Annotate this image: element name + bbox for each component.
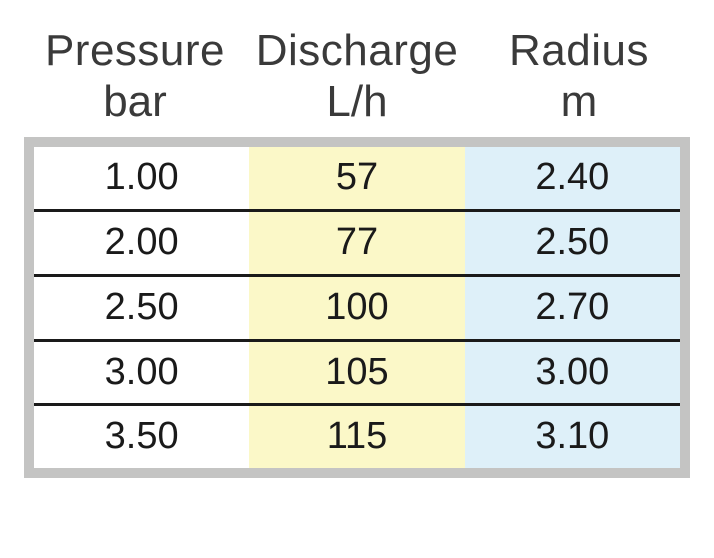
table-row: 3.50 115 3.10 [34, 403, 680, 468]
cell-radius: 3.10 [465, 406, 680, 468]
table-row: 1.00 57 2.40 [34, 147, 680, 209]
table-row: 2.00 77 2.50 [34, 209, 680, 274]
col-header-discharge: Discharge L/h [246, 20, 468, 137]
cell-discharge: 105 [249, 342, 464, 404]
table-row: 3.00 105 3.00 [34, 339, 680, 404]
cell-radius: 2.40 [465, 147, 680, 209]
cell-pressure: 2.00 [34, 212, 249, 274]
col-title-radius: Radius [468, 26, 690, 77]
cell-discharge: 77 [249, 212, 464, 274]
cell-discharge: 100 [249, 277, 464, 339]
cell-discharge: 115 [249, 406, 464, 468]
table-frame: 1.00 57 2.40 2.00 77 2.50 2.50 100 2.70 … [24, 137, 690, 478]
col-header-pressure: Pressure bar [24, 20, 246, 137]
cell-radius: 2.50 [465, 212, 680, 274]
col-title-pressure: Pressure [24, 26, 246, 77]
cell-radius: 2.70 [465, 277, 680, 339]
table-container: Pressure bar Discharge L/h Radius m 1.00… [0, 0, 714, 478]
col-unit-discharge: L/h [246, 77, 468, 128]
cell-pressure: 3.00 [34, 342, 249, 404]
col-unit-radius: m [468, 77, 690, 128]
col-unit-pressure: bar [24, 77, 246, 128]
cell-pressure: 2.50 [34, 277, 249, 339]
col-title-discharge: Discharge [246, 26, 468, 77]
cell-pressure: 1.00 [34, 147, 249, 209]
col-header-radius: Radius m [468, 20, 690, 137]
cell-radius: 3.00 [465, 342, 680, 404]
cell-discharge: 57 [249, 147, 464, 209]
cell-pressure: 3.50 [34, 406, 249, 468]
table-row: 2.50 100 2.70 [34, 274, 680, 339]
table-header-row: Pressure bar Discharge L/h Radius m [24, 20, 690, 137]
